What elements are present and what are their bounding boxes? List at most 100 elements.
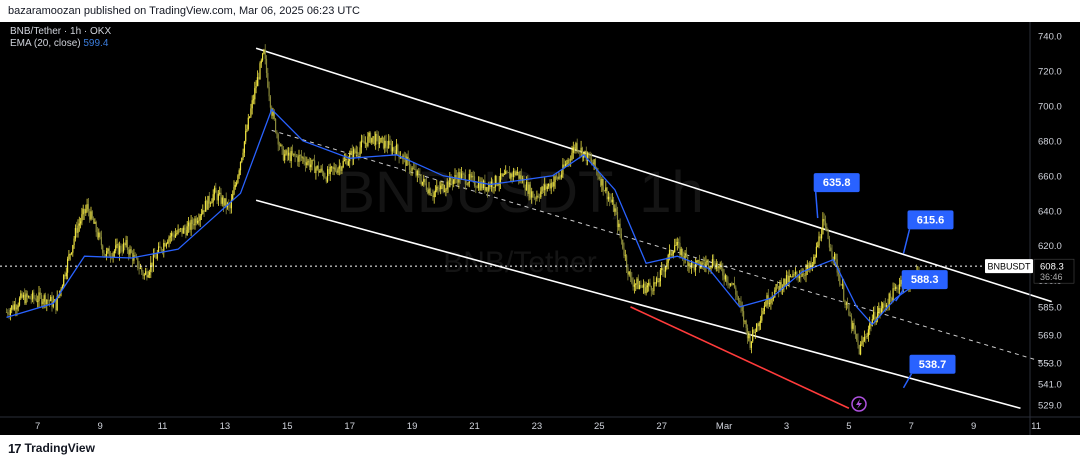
candle-body: [220, 192, 222, 204]
time-tick-label: 7: [35, 421, 40, 432]
price-callout[interactable]: 635.8: [813, 173, 860, 219]
candle-body: [871, 319, 873, 326]
candle-body: [510, 173, 512, 179]
time-tick-label: 11: [1031, 421, 1041, 432]
candle-body: [406, 156, 408, 166]
candle-body: [346, 159, 348, 166]
candle-body: [453, 179, 455, 184]
candle-body: [316, 165, 318, 169]
candle-body: [892, 288, 894, 302]
candle-body: [707, 260, 710, 269]
candle-body: [876, 313, 879, 321]
candle-body: [34, 298, 36, 300]
candle-body: [225, 198, 227, 208]
channel-upper-line: [255, 47, 1052, 303]
candle-body: [82, 209, 84, 215]
candle-body: [395, 144, 398, 155]
candle-body: [722, 268, 724, 276]
tradingview-mark-icon: 17: [8, 440, 22, 456]
candle-body: [43, 295, 45, 302]
candle-body: [137, 257, 139, 268]
candle-body: [793, 273, 795, 275]
candle-body: [639, 285, 641, 290]
candle-body: [800, 276, 802, 278]
candle-body: [471, 175, 473, 178]
candle-body: [297, 156, 299, 162]
price-callout[interactable]: 538.7: [902, 354, 956, 389]
candle-body: [355, 151, 357, 153]
price-callouts[interactable]: 635.8 615.6 588.3 538.7: [813, 173, 956, 389]
candle-body: [752, 329, 754, 342]
time-tick-label: 5: [846, 421, 851, 432]
callout-box: [901, 270, 948, 290]
candle-body: [548, 183, 550, 187]
candle-body: [429, 188, 431, 196]
price-callout[interactable]: 615.6: [902, 210, 954, 254]
candle-body: [243, 141, 245, 153]
candle-body: [809, 262, 811, 269]
candle-body: [191, 219, 193, 225]
price-callout[interactable]: 588.3: [895, 270, 948, 302]
candle-body: [431, 195, 433, 196]
price-chart[interactable]: BNBUSDT, 1h BNB/Tether 635.8615.6588.353…: [0, 22, 1080, 435]
candle-body: [372, 136, 374, 138]
candle-body: [255, 86, 257, 89]
callout-box: [909, 354, 956, 374]
publish-info: bazaramoozan published on TradingView.co…: [0, 0, 1080, 22]
candle-body: [428, 188, 430, 194]
callout-box: [907, 210, 954, 230]
candle-body: [839, 274, 841, 285]
candle-body: [532, 191, 534, 198]
candle-body: [705, 262, 707, 266]
candle-body: [106, 250, 108, 257]
candle-body: [519, 175, 521, 179]
time-tick-label: 3: [784, 421, 789, 432]
candle-body: [865, 336, 867, 338]
candle-body: [427, 189, 429, 194]
candle-body: [359, 147, 361, 155]
candle-body: [415, 169, 417, 176]
candle-body: [769, 302, 771, 305]
candle-body: [281, 144, 283, 150]
chart-area[interactable]: BNBUSDT, 1h BNB/Tether 635.8 615.6 588.3 53…: [0, 22, 1080, 435]
candle-body: [232, 194, 234, 200]
candle-body: [90, 211, 92, 220]
candle-body: [455, 175, 457, 178]
candle-body: [624, 255, 626, 257]
candle-body: [412, 167, 414, 169]
candle-body: [256, 77, 258, 87]
candle-body: [33, 292, 35, 299]
candle-body: [696, 260, 698, 263]
candle-body: [150, 262, 152, 272]
candle-body: [364, 142, 366, 144]
tradingview-logo[interactable]: 17 TradingView: [8, 440, 95, 456]
candle-body: [272, 111, 274, 116]
candle-body: [810, 262, 812, 268]
candle-body: [268, 87, 270, 97]
candle-body: [874, 311, 876, 323]
regression-channel[interactable]: [255, 47, 1052, 410]
candle-body: [801, 273, 803, 277]
candle-body: [308, 160, 310, 168]
candle-body: [8, 314, 10, 315]
candle-body: [479, 182, 481, 191]
candle-body: [165, 243, 167, 247]
candle-body: [770, 298, 772, 303]
candle-body: [797, 275, 799, 279]
candle-body: [358, 153, 360, 155]
candle-body: [754, 332, 756, 333]
candle-body: [376, 133, 378, 136]
candle-body: [806, 264, 808, 270]
candle-body: [718, 265, 720, 269]
candle-body: [457, 177, 459, 183]
candle-body: [180, 228, 182, 230]
candle-body: [538, 196, 541, 198]
candle-body: [493, 187, 495, 189]
candle-body: [67, 258, 69, 273]
candle-body: [35, 298, 37, 302]
candle-body: [476, 187, 478, 189]
alert-icon[interactable]: [851, 396, 867, 412]
candle-body: [18, 298, 21, 306]
candle-body: [259, 63, 261, 80]
candle-body: [26, 293, 28, 297]
